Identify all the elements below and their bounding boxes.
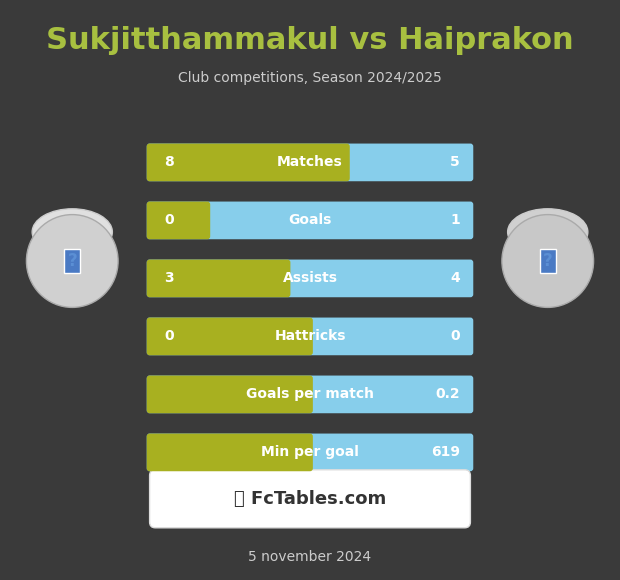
Text: 0: 0 — [451, 329, 460, 343]
Text: 📊 FcTables.com: 📊 FcTables.com — [234, 490, 386, 508]
Text: 0.2: 0.2 — [435, 387, 460, 401]
Text: Min per goal: Min per goal — [261, 445, 359, 459]
Text: Matches: Matches — [277, 155, 343, 169]
Text: Goals per match: Goals per match — [246, 387, 374, 401]
Text: 1: 1 — [450, 213, 460, 227]
Ellipse shape — [32, 209, 112, 255]
Text: 3: 3 — [164, 271, 174, 285]
Text: 4: 4 — [450, 271, 460, 285]
FancyBboxPatch shape — [147, 260, 290, 297]
Text: 619: 619 — [431, 445, 460, 459]
Text: 5 november 2024: 5 november 2024 — [249, 550, 371, 564]
Text: 5: 5 — [450, 155, 460, 169]
FancyBboxPatch shape — [147, 376, 473, 413]
FancyBboxPatch shape — [147, 318, 313, 355]
FancyBboxPatch shape — [147, 260, 473, 297]
Text: Club competitions, Season 2024/2025: Club competitions, Season 2024/2025 — [178, 71, 442, 85]
Text: Sukjitthammakul vs Haiprakon: Sukjitthammakul vs Haiprakon — [46, 26, 574, 55]
Text: Assists: Assists — [283, 271, 337, 285]
Text: ?: ? — [543, 252, 552, 270]
Text: 0: 0 — [164, 213, 174, 227]
FancyBboxPatch shape — [147, 434, 473, 471]
FancyBboxPatch shape — [147, 144, 473, 181]
FancyBboxPatch shape — [147, 318, 473, 355]
FancyBboxPatch shape — [147, 201, 473, 239]
FancyBboxPatch shape — [149, 470, 471, 528]
Text: Hattricks: Hattricks — [274, 329, 346, 343]
Text: 0: 0 — [164, 329, 174, 343]
Ellipse shape — [508, 209, 588, 255]
Text: Goals: Goals — [288, 213, 332, 227]
Circle shape — [27, 215, 118, 307]
FancyBboxPatch shape — [147, 376, 313, 413]
FancyBboxPatch shape — [147, 144, 350, 181]
Circle shape — [502, 215, 593, 307]
Text: 8: 8 — [164, 155, 174, 169]
FancyBboxPatch shape — [147, 201, 210, 239]
Text: ?: ? — [68, 252, 77, 270]
FancyBboxPatch shape — [147, 434, 313, 471]
